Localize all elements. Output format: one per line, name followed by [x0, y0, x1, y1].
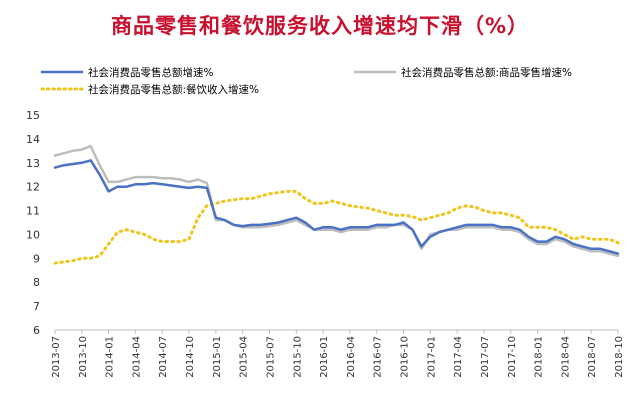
x-tick-label: 2015-01 [212, 336, 223, 378]
x-tick-label: 2018-04 [560, 336, 571, 378]
x-tick-label: 2017-07 [480, 336, 491, 378]
series-line-1 [53, 159, 620, 255]
x-tick-label: 2016-10 [400, 336, 411, 378]
x-tick-label: 2016-04 [346, 336, 357, 378]
x-tick-label: 2017-10 [507, 336, 518, 378]
x-tick-label: 2018-07 [587, 336, 598, 378]
x-tick-label: 2017-04 [453, 336, 464, 378]
legend-label-1: 社会消费品零售总额增速% [88, 66, 213, 79]
x-tick-label: 2018-01 [534, 336, 545, 378]
x-tick-label: 2016-07 [373, 336, 384, 378]
series-line-2 [53, 144, 620, 258]
x-tick-label: 2014-10 [185, 336, 196, 378]
x-tick-label: 2015-10 [292, 336, 303, 378]
x-tick-label: 2014-07 [158, 336, 169, 378]
y-tick-label: 11 [26, 205, 40, 218]
series-line-3 [53, 189, 620, 265]
x-tick-label: 2015-07 [265, 336, 276, 378]
x-tick-label: 2013-07 [51, 336, 62, 378]
x-tick-label: 2014-01 [105, 336, 116, 378]
y-tick-label: 9 [33, 252, 40, 265]
y-tick-label: 12 [26, 181, 40, 194]
x-tick-label: 2016-01 [319, 336, 330, 378]
x-tick-label: 2017-01 [426, 336, 437, 378]
legend-label-3: 社会消费品零售总额:餐饮收入增速% [88, 83, 259, 96]
y-tick-label: 6 [33, 324, 40, 337]
x-tick-label: 2013-10 [78, 336, 89, 378]
chart-title: 商品零售和餐饮服务收入增速均下滑（%） [110, 14, 530, 38]
x-tick-label: 2014-04 [131, 336, 142, 378]
y-tick-label: 13 [26, 157, 40, 170]
y-tick-label: 14 [26, 133, 40, 146]
y-tick-label: 10 [26, 228, 40, 241]
y-tick-label: 15 [26, 109, 40, 122]
y-tick-label: 8 [33, 276, 40, 289]
x-tick-label: 2018-10 [614, 336, 625, 378]
legend-label-2: 社会消费品零售总额:商品零售增速% [401, 66, 572, 79]
y-tick-label: 7 [33, 300, 40, 313]
x-tick-label: 2015-04 [239, 336, 250, 378]
